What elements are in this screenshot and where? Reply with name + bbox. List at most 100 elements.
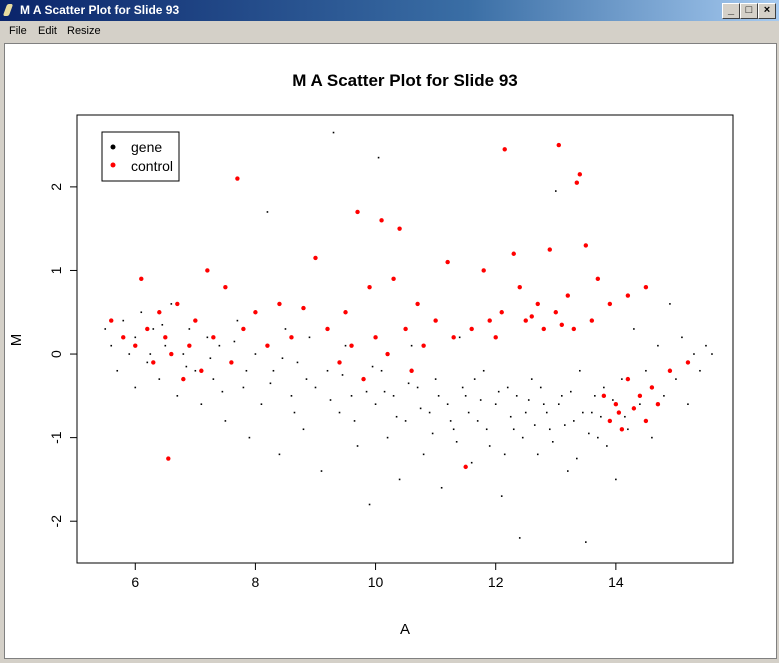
- menu-resize[interactable]: Resize: [67, 25, 101, 37]
- point-control: [157, 310, 162, 315]
- point-control: [199, 368, 204, 373]
- point-gene: [579, 369, 581, 372]
- point-gene: [272, 369, 275, 372]
- point-control: [175, 301, 180, 307]
- legend: gene control: [101, 131, 180, 182]
- point-control: [235, 176, 240, 181]
- point-gene: [395, 415, 398, 418]
- point-gene: [705, 344, 707, 347]
- point-gene: [645, 369, 647, 372]
- point-control: [556, 142, 561, 148]
- point-control: [379, 218, 384, 223]
- point-control: [637, 393, 643, 399]
- menu-edit[interactable]: Edit: [38, 25, 57, 37]
- point-gene: [269, 382, 272, 385]
- point-gene: [176, 395, 179, 397]
- point-gene: [188, 328, 191, 330]
- point-gene: [419, 407, 422, 410]
- point-gene: [314, 386, 317, 389]
- point-gene: [386, 436, 389, 439]
- minimize-button[interactable]: _: [722, 3, 740, 19]
- point-gene: [476, 420, 479, 422]
- point-gene: [503, 453, 506, 456]
- point-gene: [437, 395, 440, 397]
- x-tick-label: 14: [608, 574, 624, 590]
- point-gene: [368, 503, 371, 506]
- close-button[interactable]: ×: [758, 3, 776, 19]
- point-control: [421, 343, 426, 348]
- point-gene: [606, 445, 608, 447]
- point-control: [241, 326, 246, 332]
- point-control: [373, 335, 378, 340]
- point-gene: [341, 374, 344, 376]
- point-gene: [170, 303, 173, 305]
- point-control: [151, 360, 156, 365]
- point-gene: [296, 361, 299, 364]
- menu-bar: File Edit Resize: [0, 21, 779, 41]
- point-gene: [557, 403, 560, 405]
- point-control: [451, 335, 456, 340]
- point-gene: [548, 428, 551, 431]
- title-bar: M A Scatter Plot for Slide 93 _ □ ×: [0, 0, 779, 21]
- point-gene: [651, 436, 653, 439]
- point-gene: [509, 415, 512, 418]
- point-gene: [612, 399, 614, 401]
- point-gene: [224, 420, 227, 422]
- point-control: [619, 427, 625, 432]
- point-gene: [392, 395, 395, 397]
- point-gene: [588, 432, 590, 435]
- point-gene: [464, 395, 467, 397]
- point-control: [625, 293, 631, 298]
- point-gene: [122, 319, 125, 322]
- point-control: [385, 351, 390, 357]
- point-control: [211, 335, 216, 340]
- point-control: [616, 410, 622, 415]
- maximize-button[interactable]: □: [740, 3, 758, 19]
- point-gene: [554, 190, 557, 192]
- point-gene: [639, 403, 641, 405]
- x-axis-label: A: [400, 621, 410, 638]
- point-control: [313, 255, 318, 261]
- point-gene: [669, 303, 671, 305]
- point-control: [463, 464, 468, 470]
- point-control: [349, 343, 354, 348]
- point-gene: [597, 436, 599, 439]
- point-gene: [518, 537, 521, 539]
- y-tick-label: 2: [48, 183, 64, 191]
- point-control: [139, 276, 144, 282]
- legend-box: [101, 131, 180, 182]
- point-gene: [356, 445, 359, 447]
- legend-marker-control: [110, 162, 116, 168]
- point-control: [469, 326, 474, 332]
- point-gene: [233, 340, 236, 343]
- point-gene: [431, 432, 434, 435]
- window-title: M A Scatter Plot for Slide 93: [20, 3, 180, 17]
- point-gene: [500, 495, 503, 497]
- point-control: [433, 318, 438, 323]
- point-control: [415, 301, 420, 307]
- point-control: [403, 326, 408, 332]
- point-control: [145, 326, 150, 332]
- point-control: [487, 318, 492, 323]
- point-control: [337, 360, 342, 365]
- point-gene: [624, 415, 626, 418]
- point-gene: [582, 411, 584, 414]
- point-gene: [693, 353, 695, 355]
- point-control: [613, 401, 619, 407]
- plot-frame: [76, 114, 734, 564]
- point-gene: [539, 386, 542, 389]
- point-gene: [140, 311, 143, 314]
- point-gene: [458, 336, 461, 339]
- point-control: [502, 147, 507, 152]
- legend-marker-gene: [110, 144, 116, 150]
- point-control: [511, 251, 516, 256]
- point-control: [667, 368, 673, 373]
- point-control: [325, 326, 330, 332]
- point-control: [571, 326, 577, 332]
- point-gene: [365, 390, 368, 393]
- point-gene: [380, 369, 383, 372]
- point-control: [289, 335, 294, 340]
- point-control: [589, 318, 595, 323]
- point-gene: [278, 453, 281, 456]
- menu-file[interactable]: File: [9, 25, 27, 37]
